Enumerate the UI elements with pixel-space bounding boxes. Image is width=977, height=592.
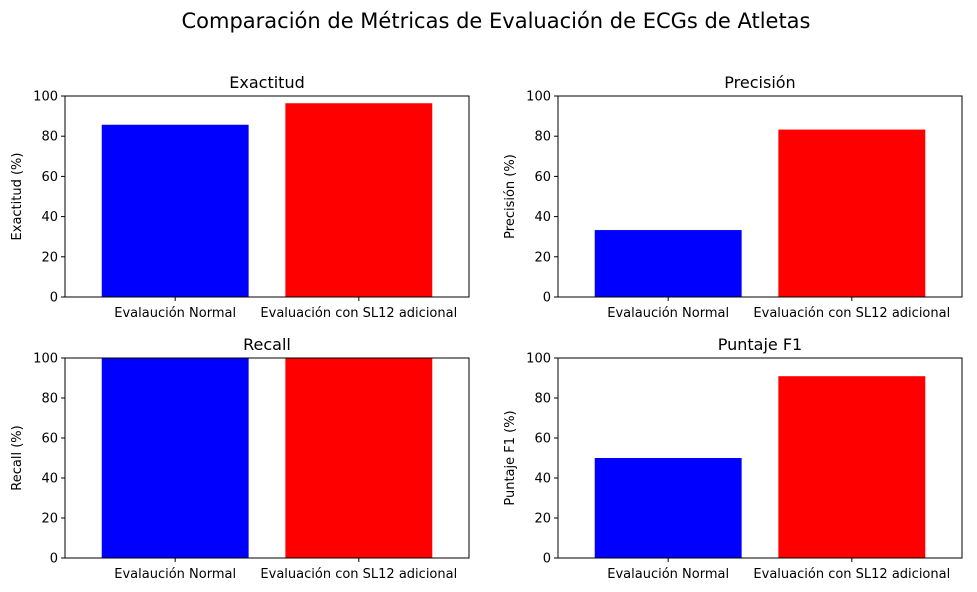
y-tick-label: 100: [526, 352, 551, 367]
y-tick-label: 20: [41, 250, 58, 265]
y-tick-label: 0: [50, 552, 58, 567]
y-tick-label: 60: [534, 432, 551, 447]
y-axis-label: Exactitud (%): [10, 153, 25, 241]
y-tick-label: 100: [33, 90, 58, 105]
y-tick-label: 0: [543, 552, 551, 567]
x-tick-label: Evalaución Normal: [114, 306, 236, 321]
subplot-title: Precisión: [724, 73, 795, 92]
subplot-title: Puntaje F1: [718, 335, 802, 354]
bar-recall-1: [101, 358, 249, 558]
y-tick-label: 100: [526, 90, 551, 105]
axes-frame: [64, 95, 470, 298]
figure-title: Comparación de Métricas de Evaluación de…: [182, 9, 811, 33]
bar-exactitud-1: [101, 124, 249, 297]
chart-precision: 0 20 40 60 80 100 Evalaución Normal Evaluación …: [503, 73, 963, 321]
y-axis-label: Puntaje F1 (%): [503, 410, 518, 505]
bar-puntaje-f1-2: [778, 376, 926, 558]
chart-exactitud: 0 20 40 60 80 100 Evalaución Normal Evaluación …: [10, 73, 470, 321]
y-tick-label: 40: [534, 210, 551, 225]
y-tick-label: 40: [534, 472, 551, 487]
x-tick-label: Evalaución Normal: [114, 567, 236, 582]
x-tick-label: Evaluación con SL12 adicional: [753, 567, 950, 582]
x-tick-label: Evaluación con SL12 adicional: [260, 567, 457, 582]
bar-puntaje-f1-1: [594, 458, 742, 558]
bar-exactitud-2: [285, 103, 433, 298]
y-tick-label: 20: [41, 512, 58, 527]
x-tick-label: Evalaución Normal: [607, 306, 729, 321]
y-axis-label: Recall (%): [10, 425, 25, 490]
y-tick-label: 80: [41, 130, 58, 145]
y-tick-label: 40: [41, 210, 58, 225]
x-tick-label: Evaluación con SL12 adicional: [753, 306, 950, 321]
y-tick-label: 80: [534, 392, 551, 407]
axes-frame: [557, 95, 963, 298]
subplot-title: Recall: [243, 335, 291, 354]
y-tick-label: 100: [33, 352, 58, 367]
y-tick-label: 20: [534, 250, 551, 265]
axes-frame: [557, 357, 963, 559]
y-tick-label: 60: [41, 432, 58, 447]
axes-frame: [64, 357, 470, 559]
y-tick-label: 80: [534, 130, 551, 145]
y-tick-label: 0: [50, 291, 58, 306]
y-tick-label: 60: [41, 170, 58, 185]
subplot-title: Exactitud: [229, 73, 304, 92]
y-axis-label: Precisión (%): [503, 154, 518, 239]
y-tick-label: 40: [41, 472, 58, 487]
y-tick-label: 20: [534, 512, 551, 527]
y-tick-label: 80: [41, 392, 58, 407]
y-tick-label: 60: [534, 170, 551, 185]
x-tick-label: Evalaución Normal: [607, 567, 729, 582]
x-tick-label: Evaluación con SL12 adicional: [260, 306, 457, 321]
chart-puntaje-f1: 0 20 40 60 80 100 Evalaución Normal Evaluación …: [503, 335, 963, 582]
y-tick-label: 0: [543, 291, 551, 306]
chart-recall: 0 20 40 60 80 100 Evalaución Normal Evaluación …: [10, 335, 470, 582]
bar-recall-2: [285, 358, 433, 558]
bar-precision-2: [778, 129, 926, 297]
bar-precision-1: [594, 230, 742, 297]
